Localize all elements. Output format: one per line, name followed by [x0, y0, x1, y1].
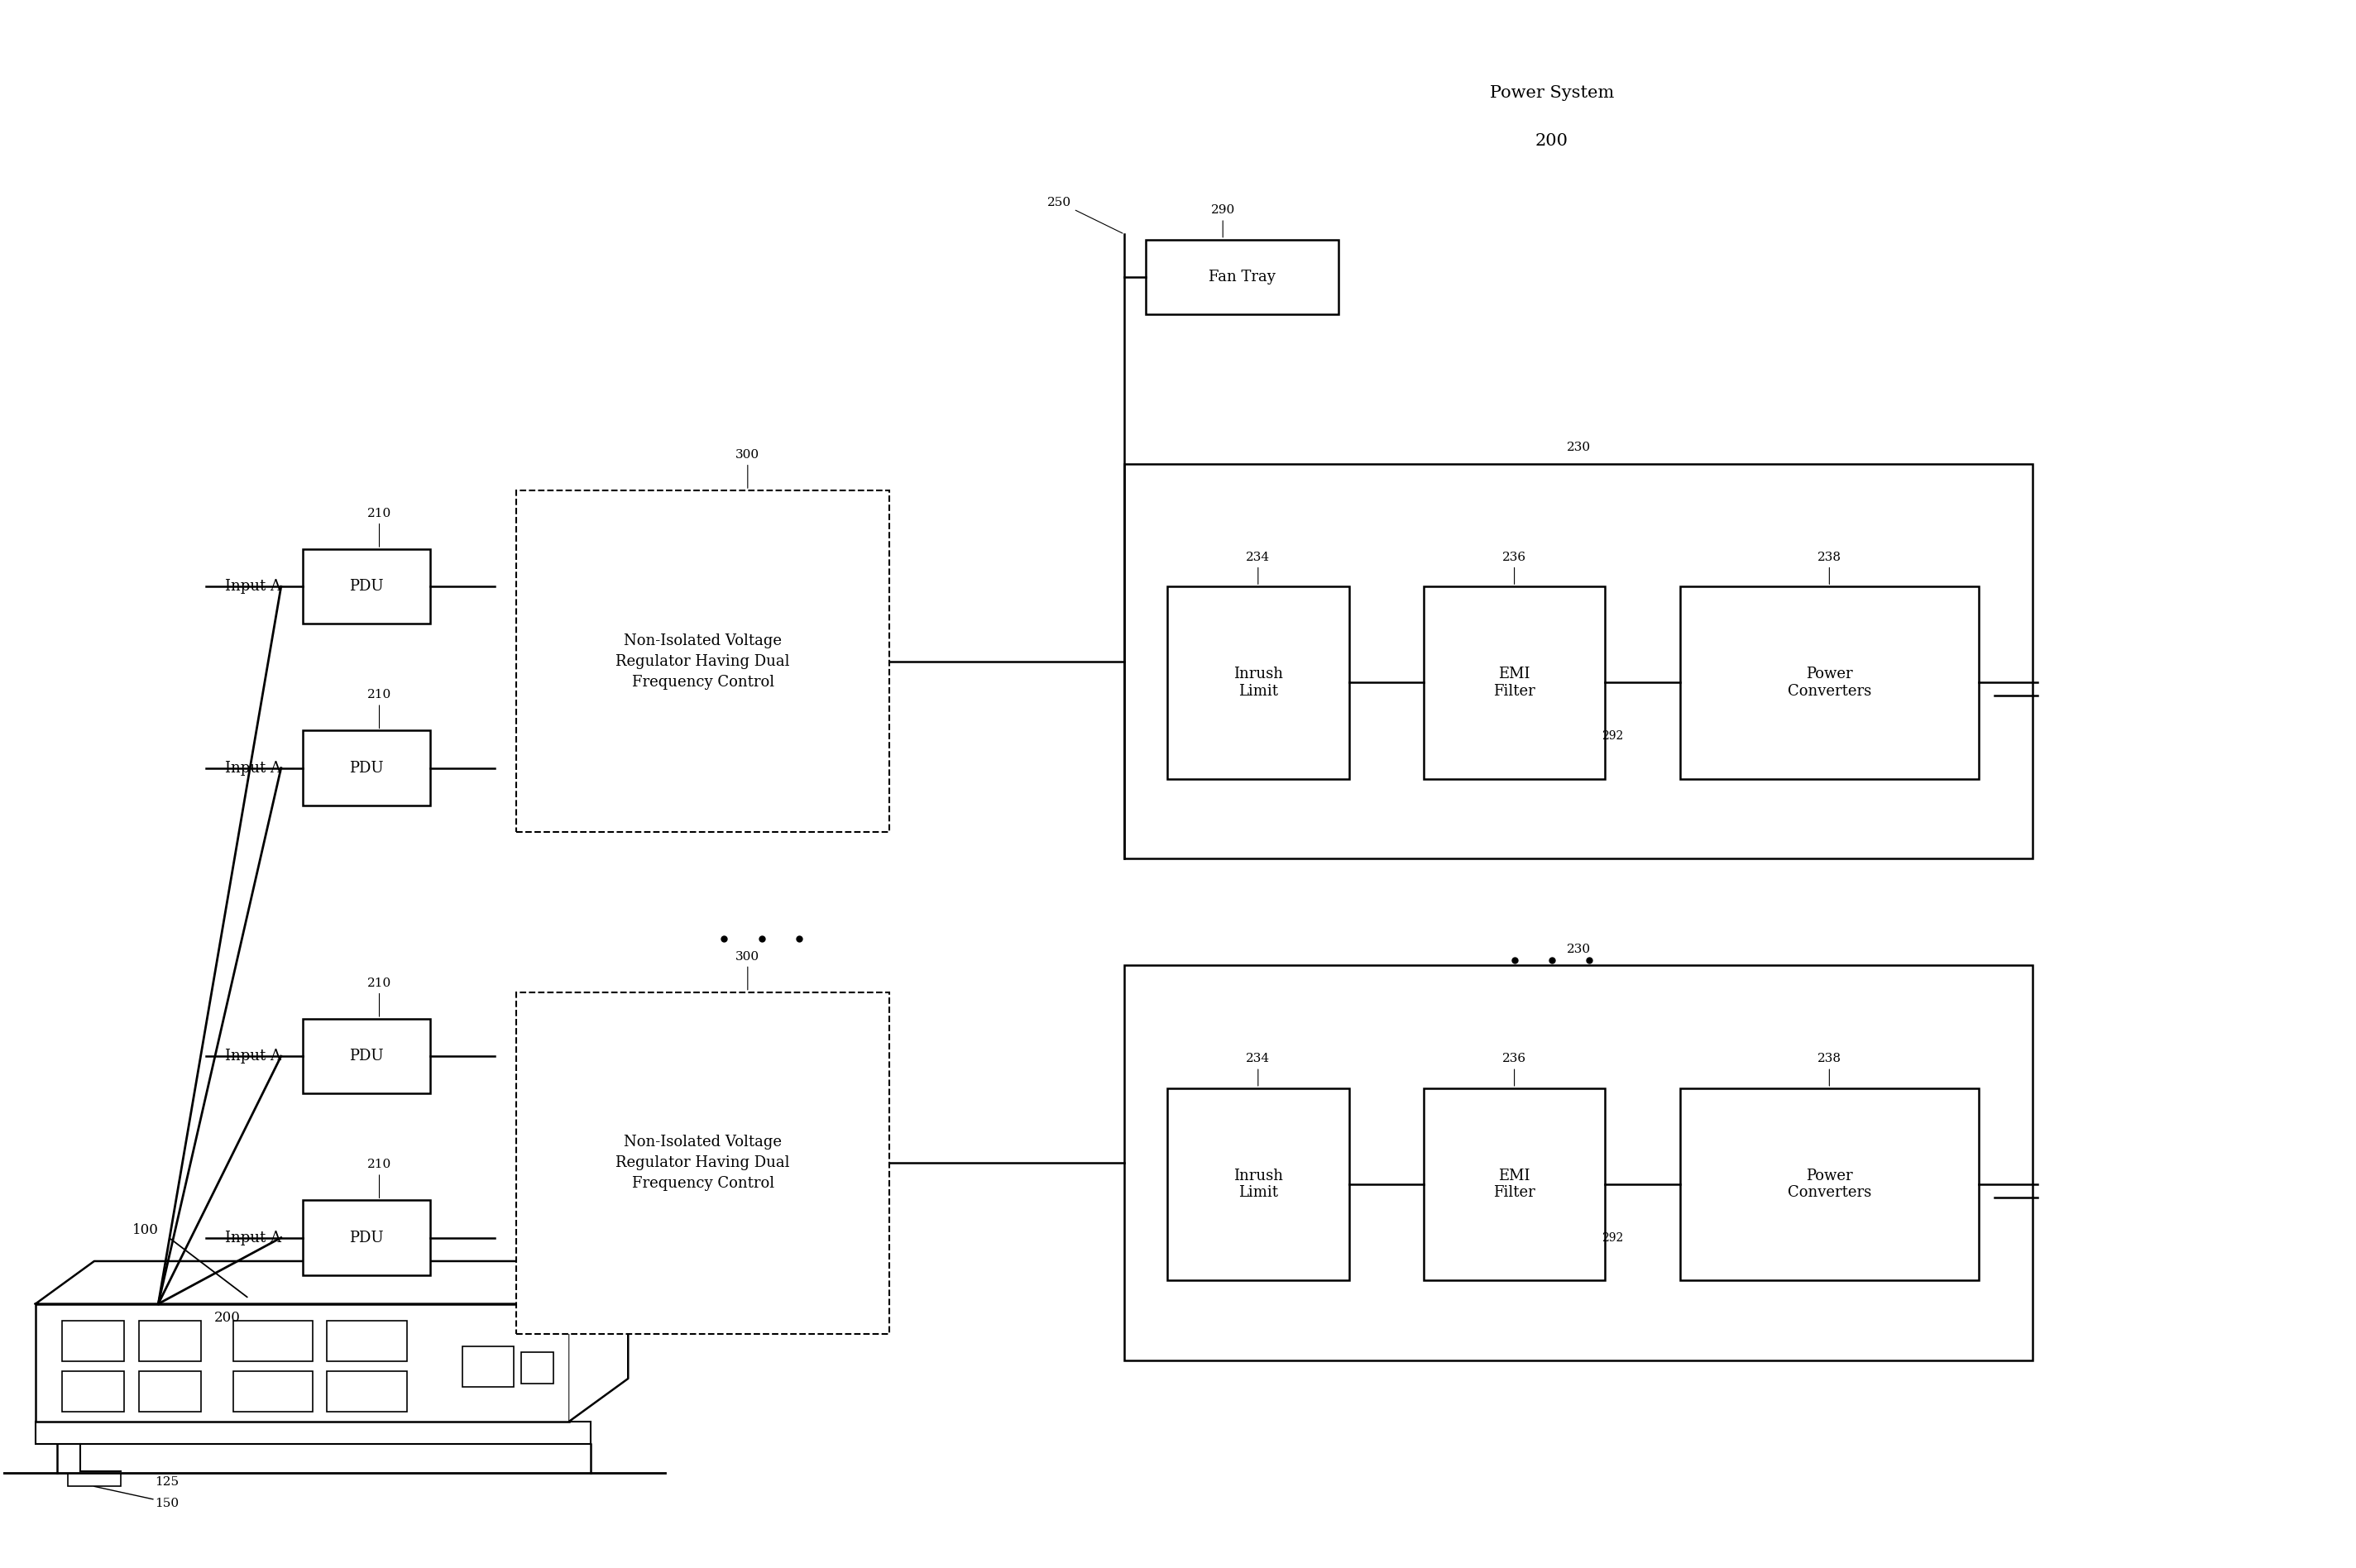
FancyBboxPatch shape: [1166, 586, 1350, 779]
Text: 236: 236: [1503, 1054, 1527, 1087]
Text: 238: 238: [1816, 552, 1842, 585]
Text: PDU: PDU: [349, 579, 384, 594]
Text: Input A: Input A: [224, 760, 280, 776]
FancyBboxPatch shape: [302, 1201, 431, 1275]
FancyBboxPatch shape: [139, 1370, 200, 1411]
FancyBboxPatch shape: [1423, 1088, 1604, 1281]
FancyBboxPatch shape: [516, 491, 891, 833]
Text: 290: 290: [1211, 204, 1235, 237]
FancyBboxPatch shape: [521, 1352, 554, 1385]
Text: Inrush
Limit: Inrush Limit: [1232, 666, 1284, 699]
Text: 300: 300: [735, 448, 759, 488]
FancyBboxPatch shape: [302, 731, 431, 806]
Text: Power
Converters: Power Converters: [1788, 666, 1871, 699]
Text: 238: 238: [1816, 1054, 1842, 1087]
Text: 300: 300: [735, 950, 759, 989]
FancyBboxPatch shape: [302, 549, 431, 624]
Text: 250: 250: [1046, 196, 1121, 234]
Text: 292: 292: [1602, 731, 1623, 742]
FancyBboxPatch shape: [327, 1320, 408, 1361]
FancyBboxPatch shape: [1124, 464, 2033, 859]
FancyBboxPatch shape: [35, 1421, 591, 1444]
FancyBboxPatch shape: [302, 1019, 431, 1093]
FancyBboxPatch shape: [68, 1474, 120, 1486]
Text: Power
Converters: Power Converters: [1788, 1168, 1871, 1201]
Text: PDU: PDU: [349, 1049, 384, 1063]
Text: EMI
Filter: EMI Filter: [1494, 1168, 1536, 1201]
FancyBboxPatch shape: [327, 1370, 408, 1411]
Text: Fan Tray: Fan Tray: [1209, 270, 1275, 284]
Text: Non-Isolated Voltage
Regulator Having Dual
Frequency Control: Non-Isolated Voltage Regulator Having Du…: [615, 633, 789, 690]
Text: 210: 210: [368, 508, 391, 547]
FancyBboxPatch shape: [1124, 966, 2033, 1361]
Text: 230: 230: [1567, 944, 1590, 955]
Polygon shape: [35, 1261, 629, 1305]
Text: Input A: Input A: [224, 1231, 280, 1245]
Text: 234: 234: [1246, 1054, 1270, 1087]
Text: Input A: Input A: [224, 1049, 280, 1063]
Text: Input A: Input A: [224, 579, 280, 594]
Text: 210: 210: [368, 977, 391, 1016]
FancyBboxPatch shape: [139, 1320, 200, 1361]
Text: 125: 125: [155, 1477, 179, 1488]
FancyBboxPatch shape: [233, 1320, 313, 1361]
Text: PDU: PDU: [349, 1231, 384, 1245]
Text: Non-Isolated Voltage
Regulator Having Dual
Frequency Control: Non-Isolated Voltage Regulator Having Du…: [615, 1135, 789, 1192]
FancyBboxPatch shape: [1166, 1088, 1350, 1281]
Text: 210: 210: [368, 1159, 391, 1198]
Text: PDU: PDU: [349, 760, 384, 776]
FancyBboxPatch shape: [1680, 1088, 1979, 1281]
FancyBboxPatch shape: [233, 1370, 313, 1411]
Text: 210: 210: [368, 690, 391, 728]
Text: 200: 200: [214, 1311, 240, 1325]
Polygon shape: [570, 1261, 629, 1421]
FancyBboxPatch shape: [35, 1305, 570, 1421]
FancyBboxPatch shape: [61, 1370, 125, 1411]
Text: Inrush
Limit: Inrush Limit: [1232, 1168, 1284, 1201]
FancyBboxPatch shape: [61, 1320, 125, 1361]
Text: 230: 230: [1567, 442, 1590, 453]
Text: 200: 200: [1536, 133, 1569, 149]
FancyBboxPatch shape: [1423, 586, 1604, 779]
Text: 292: 292: [1602, 1232, 1623, 1243]
FancyBboxPatch shape: [1680, 586, 1979, 779]
Text: EMI
Filter: EMI Filter: [1494, 666, 1536, 699]
Text: Power System: Power System: [1489, 85, 1614, 100]
Text: 234: 234: [1246, 552, 1270, 585]
Text: 150: 150: [155, 1497, 179, 1510]
FancyBboxPatch shape: [1145, 240, 1338, 314]
FancyBboxPatch shape: [516, 993, 891, 1334]
Text: 100: 100: [132, 1223, 158, 1237]
FancyBboxPatch shape: [462, 1347, 514, 1388]
Text: 236: 236: [1503, 552, 1527, 585]
